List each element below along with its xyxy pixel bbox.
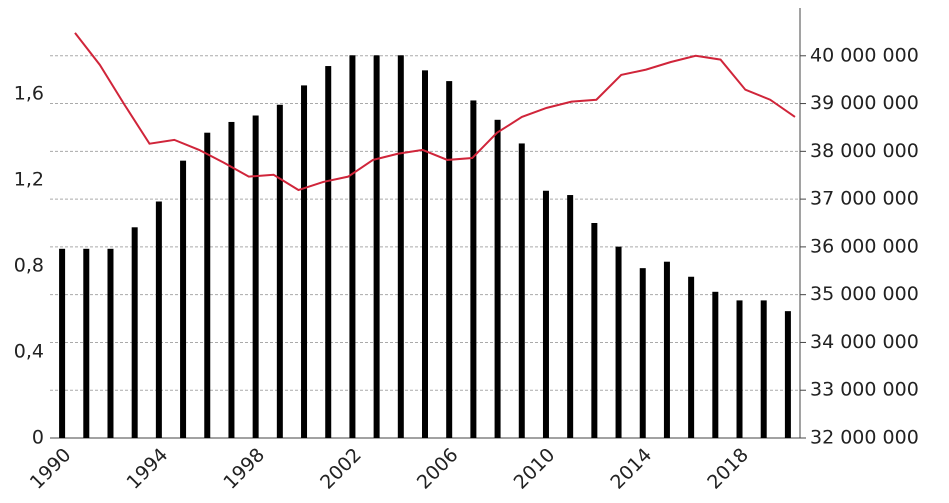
y2-tick-label: 39 000 000	[810, 92, 919, 114]
bar	[688, 276, 695, 438]
y2-tick-label: 36 000 000	[810, 235, 919, 257]
y2-tick-label: 40 000 000	[810, 44, 919, 66]
x-tick-label: 2010	[510, 444, 560, 494]
x-tick-label: 1990	[26, 444, 76, 494]
y-tick-label: 1,2	[14, 169, 44, 191]
bar	[301, 85, 308, 439]
bar	[373, 55, 380, 439]
x-tick-label: 1998	[219, 444, 269, 494]
bar	[470, 100, 477, 438]
bar	[663, 261, 670, 438]
bar	[228, 121, 235, 438]
bar	[712, 291, 719, 438]
x-tick-label: 2018	[703, 444, 753, 494]
bar	[325, 66, 332, 439]
bar	[107, 248, 114, 438]
bar	[736, 300, 743, 438]
y-tick-label: 1,6	[14, 83, 44, 105]
y2-tick-label: 38 000 000	[810, 140, 919, 162]
bar	[567, 195, 574, 438]
bar	[276, 104, 283, 438]
y2-tick-label: 33 000 000	[810, 379, 919, 401]
x-tick-label: 2006	[413, 444, 463, 494]
bar	[83, 248, 90, 438]
bar	[615, 246, 622, 438]
y-tick-label: 0,8	[14, 255, 44, 277]
x-tick-label: 2002	[316, 444, 366, 494]
bar	[131, 227, 138, 438]
bar	[446, 81, 453, 438]
bar	[180, 160, 187, 438]
line	[74, 32, 796, 192]
bar	[591, 223, 598, 438]
y-tick-label: 0	[32, 427, 44, 449]
y2-tick-label: 32 000 000	[810, 427, 919, 449]
y2-tick-label: 37 000 000	[810, 188, 919, 210]
y2-tick-label: 35 000 000	[810, 283, 919, 305]
x-tick-label: 2014	[606, 444, 656, 494]
y2-tick-label: 34 000 000	[810, 331, 919, 353]
bar	[422, 70, 428, 438]
bar	[518, 143, 525, 438]
y-tick-label: 0,4	[14, 341, 44, 363]
bar	[252, 115, 259, 438]
bar	[784, 311, 791, 438]
bar	[155, 201, 162, 438]
bar	[397, 55, 404, 439]
bar	[494, 119, 501, 439]
bar	[59, 248, 66, 438]
bar	[760, 300, 767, 438]
x-tick-label: 1994	[123, 444, 173, 494]
bar	[349, 55, 356, 439]
bar	[542, 190, 549, 438]
bar	[639, 268, 646, 438]
bar	[204, 132, 211, 438]
